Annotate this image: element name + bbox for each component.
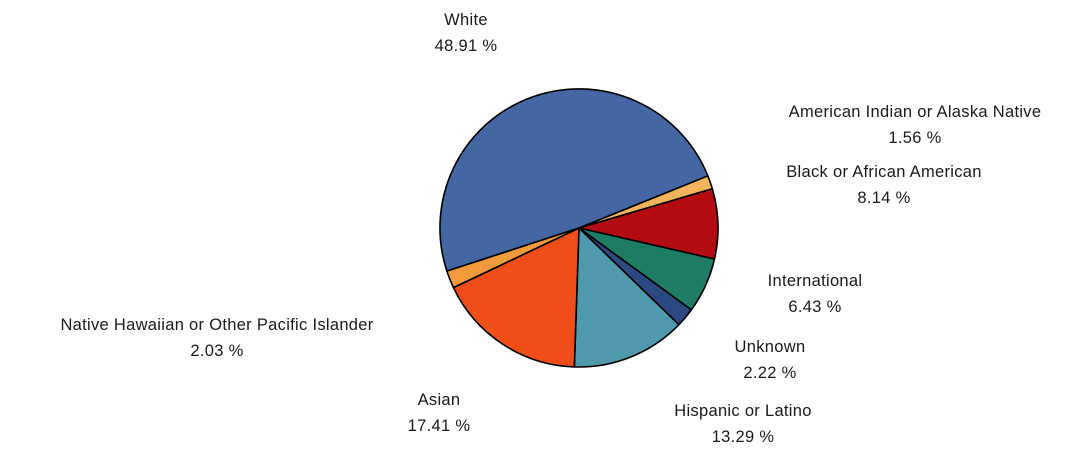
label-white-value: 48.91 % xyxy=(434,37,498,55)
label-international: International 6.43 % xyxy=(768,268,863,320)
label-asian-name: Asian xyxy=(417,391,461,409)
label-unknown-name: Unknown xyxy=(734,338,806,356)
label-asian-value: 17.41 % xyxy=(407,417,471,435)
label-unknown: Unknown 2.22 % xyxy=(735,334,806,386)
label-asian: Asian 17.41 % xyxy=(408,387,471,439)
label-hispanic: Hispanic or Latino 13.29 % xyxy=(674,398,811,450)
label-international-name: International xyxy=(767,272,863,290)
pie-slice-white xyxy=(439,88,709,272)
pie-slice-native-hawaiian-or-other-pacific-islander xyxy=(446,227,580,289)
label-american-indian: American Indian or Alaska Native 1.56 % xyxy=(789,99,1042,151)
label-hispanic-value: 13.29 % xyxy=(711,428,775,446)
label-black-value: 8.14 % xyxy=(857,189,911,207)
pie-slices xyxy=(439,88,719,368)
label-hispanic-name: Hispanic or Latino xyxy=(674,402,812,420)
label-black-name: Black or African American xyxy=(786,163,982,181)
pie-slice-hispanic-or-latino xyxy=(573,227,680,368)
label-international-value: 6.43 % xyxy=(788,298,842,316)
label-white-name: White xyxy=(444,11,488,29)
label-white: White 48.91 % xyxy=(435,7,498,59)
label-native-hawaiian-name: Native Hawaiian or Other Pacific Islande… xyxy=(60,316,374,334)
pie-slice-asian xyxy=(452,227,580,368)
label-native-hawaiian-value: 2.03 % xyxy=(190,342,244,360)
label-native-hawaiian: Native Hawaiian or Other Pacific Islande… xyxy=(60,312,373,364)
label-american-indian-name: American Indian or Alaska Native xyxy=(788,103,1042,121)
label-unknown-value: 2.22 % xyxy=(743,364,797,382)
label-black: Black or African American 8.14 % xyxy=(786,159,982,211)
label-american-indian-value: 1.56 % xyxy=(888,129,942,147)
